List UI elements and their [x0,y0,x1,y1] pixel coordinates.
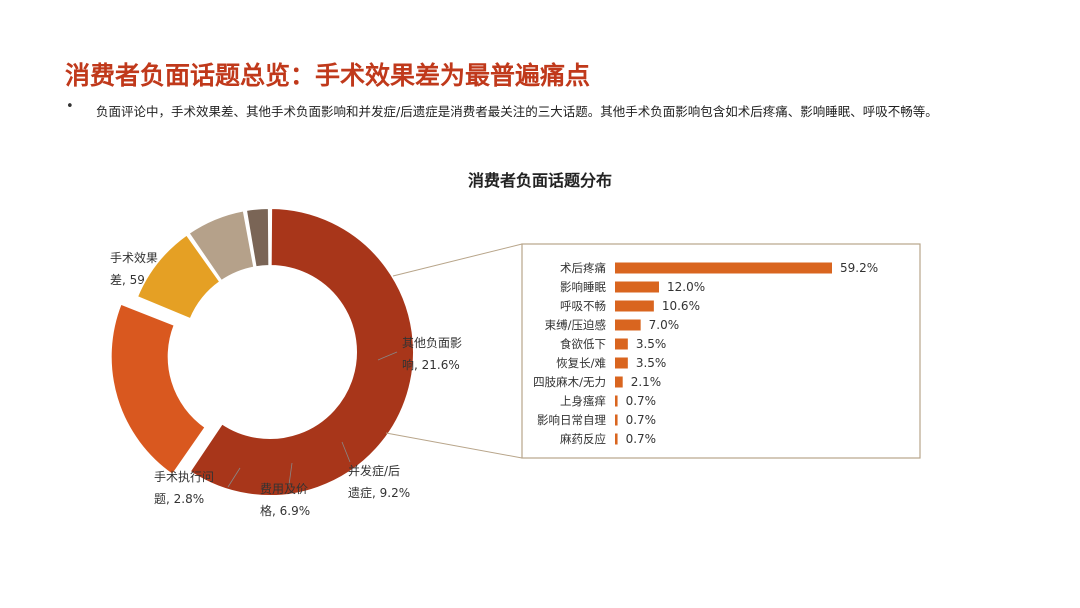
bar-category-label-3: 束缚/压迫感 [545,318,606,332]
page-title: 消费者负面话题总览：手术效果差为最普遍痛点 [65,61,591,90]
bar-value-label-0: 59.2% [840,261,878,275]
bar-3 [615,319,641,331]
bar-value-label-6: 2.1% [631,375,662,389]
slice-leader-line-3 [288,462,293,486]
slice-leader-line-4 [227,467,241,488]
connector-line-bottom [385,432,523,459]
bar-category-label-4: 食欲低下 [560,337,606,351]
bar-value-label-7: 0.7% [626,394,657,408]
bar-category-label-6: 四肢麻木/无力 [533,375,606,389]
connector-line-top [392,243,523,277]
donut-slice-1 [109,302,207,477]
bar-value-label-4: 3.5% [636,337,667,351]
bar-category-label-7: 上身瘙痒 [560,394,606,408]
bar-8 [615,414,618,426]
bar-0 [615,262,832,274]
bar-1 [615,281,659,293]
bar-value-label-8: 0.7% [626,413,657,427]
bar-value-label-9: 0.7% [626,432,657,446]
bar-category-label-0: 术后疼痛 [560,261,606,275]
donut-slice-4 [244,206,271,269]
bar-value-label-5: 3.5% [636,356,667,370]
bar-value-label-3: 7.0% [649,318,680,332]
summary-bullet: 负面评论中，手术效果差、其他手术负面影响和并发症/后遗症是消费者最关注的三大话题… [96,104,938,119]
donut-slice-2 [135,233,222,321]
bar-category-label-8: 影响日常自理 [537,413,606,427]
bar-value-label-2: 10.6% [662,299,700,313]
slice-leader-line-2 [341,441,351,463]
bar-5 [615,357,628,369]
breakdown-box [521,243,921,459]
bar-4 [615,338,628,350]
bar-category-label-2: 呼吸不畅 [560,299,606,313]
bar-value-label-1: 12.0% [667,280,705,294]
bar-7 [615,395,618,407]
bar-category-label-5: 恢复长/难 [556,356,606,370]
chart-title: 消费者负面话题分布 [467,171,612,190]
slice-label-4: 手术执行问题, 2.8% [154,470,214,506]
slice-label-2: 并发症/后遗症, 9.2% [348,463,410,500]
slice-label-1: 其他负面影响, 21.6% [402,336,462,372]
bar-category-label-1: 影响睡眠 [560,280,606,294]
donut-slice-3 [187,209,256,283]
bar-2 [615,300,654,312]
bullet-marker: • [66,99,74,114]
bar-6 [615,376,623,388]
slice-label-3: 费用及价格, 6.9% [260,482,310,518]
donut-slice-0 [188,206,415,497]
slice-leader-line-1 [377,351,398,361]
bar-category-label-9: 麻药反应 [560,432,606,446]
bar-9 [615,433,618,445]
